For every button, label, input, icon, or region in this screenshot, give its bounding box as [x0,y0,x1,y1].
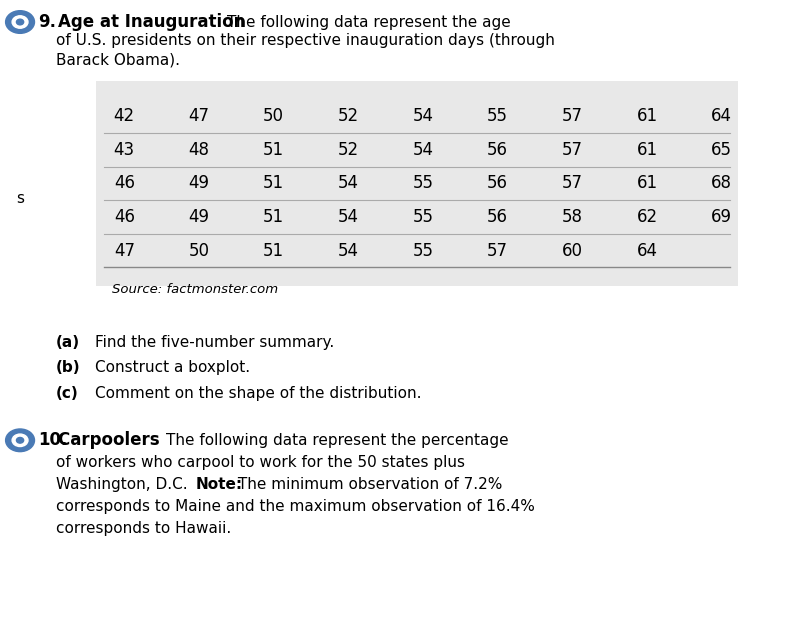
Text: Find the five-number summary.: Find the five-number summary. [95,335,334,350]
Text: 51: 51 [263,174,284,192]
Text: 61: 61 [637,174,658,192]
Text: 56: 56 [488,174,508,192]
Text: 52: 52 [338,107,359,125]
Text: 58: 58 [562,208,583,226]
Text: Comment on the shape of the distribution.: Comment on the shape of the distribution… [95,386,421,401]
Text: 62: 62 [637,208,658,226]
Text: 64: 64 [637,242,658,260]
Text: 55: 55 [412,242,434,260]
Text: 55: 55 [488,107,508,125]
Text: 60: 60 [562,242,583,260]
Text: Source: factmonster.com: Source: factmonster.com [112,283,278,296]
Text: 43: 43 [114,141,135,159]
Text: 49: 49 [188,208,209,226]
Text: corresponds to Hawaii.: corresponds to Hawaii. [56,521,232,536]
Text: 54: 54 [338,174,358,192]
Text: (c): (c) [56,386,79,401]
Text: 61: 61 [637,141,658,159]
Text: 50: 50 [263,107,284,125]
Text: Barack Obama).: Barack Obama). [56,52,180,67]
Text: 57: 57 [562,174,583,192]
Circle shape [17,438,24,443]
Text: 57: 57 [562,141,583,159]
Circle shape [6,11,34,33]
Text: 50: 50 [188,242,209,260]
Text: corresponds to Maine and the maximum observation of 16.4%: corresponds to Maine and the maximum obs… [56,499,535,514]
Text: 65: 65 [711,141,732,159]
Text: Washington, D.C.: Washington, D.C. [56,477,192,492]
Text: 51: 51 [263,242,284,260]
Text: 69: 69 [711,208,732,226]
Text: 51: 51 [263,208,284,226]
Text: 10.: 10. [38,431,67,449]
Circle shape [6,429,34,452]
Text: s: s [16,191,24,206]
Text: The minimum observation of 7.2%: The minimum observation of 7.2% [233,477,503,492]
Circle shape [17,19,24,25]
Text: 54: 54 [338,242,358,260]
Text: 47: 47 [188,107,209,125]
Text: 54: 54 [338,208,358,226]
Text: Construct a boxplot.: Construct a boxplot. [95,360,249,376]
Text: 55: 55 [412,208,434,226]
Text: 9.: 9. [38,13,55,31]
Text: 49: 49 [188,174,209,192]
Text: (b): (b) [56,360,81,376]
Circle shape [12,434,28,447]
Text: 54: 54 [412,107,434,125]
Text: 57: 57 [562,107,583,125]
Text: The following data represent the percentage: The following data represent the percent… [166,433,508,448]
Text: 48: 48 [188,141,209,159]
Text: 55: 55 [412,174,434,192]
Circle shape [12,16,28,28]
Text: 52: 52 [338,141,359,159]
Text: (a): (a) [56,335,80,350]
Text: 61: 61 [637,107,658,125]
Text: 54: 54 [412,141,434,159]
Text: 56: 56 [488,141,508,159]
Text: Note:: Note: [196,477,243,492]
Text: Carpoolers: Carpoolers [58,431,171,449]
Text: of U.S. presidents on their respective inauguration days (through: of U.S. presidents on their respective i… [56,33,555,48]
Text: 64: 64 [711,107,732,125]
FancyBboxPatch shape [96,81,738,286]
Text: 51: 51 [263,141,284,159]
Text: 46: 46 [114,208,135,226]
Text: 46: 46 [114,174,135,192]
Text: 57: 57 [488,242,508,260]
Text: 42: 42 [114,107,135,125]
Text: of workers who carpool to work for the 50 states plus: of workers who carpool to work for the 5… [56,455,465,470]
Text: 47: 47 [114,242,135,260]
Text: 68: 68 [711,174,732,192]
Text: Age at Inauguration: Age at Inauguration [58,13,257,31]
Text: The following data represent the age: The following data represent the age [227,14,511,30]
Text: 56: 56 [488,208,508,226]
